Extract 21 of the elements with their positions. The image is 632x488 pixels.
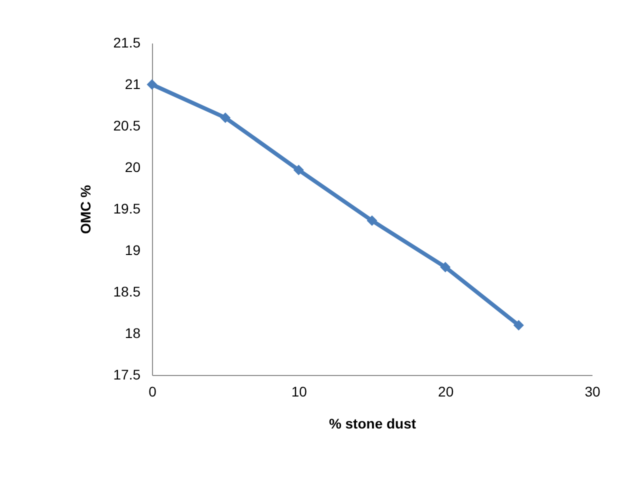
y-tick-label: 18 xyxy=(124,325,141,341)
y-axis-title: OMC % xyxy=(77,184,94,234)
point xyxy=(146,79,158,90)
y-tick-label: 19 xyxy=(124,242,141,258)
y-tick-label: 20 xyxy=(124,159,141,175)
y-tick-label: 21 xyxy=(124,76,141,92)
point xyxy=(366,215,378,226)
y-tick-label: 20.5 xyxy=(113,118,141,134)
point xyxy=(513,320,524,330)
x-tick-label: 30 xyxy=(584,384,600,400)
point xyxy=(220,112,231,123)
y-tick-label: 18.5 xyxy=(113,284,141,300)
point xyxy=(440,262,451,272)
y-tick-label: 17.5 xyxy=(113,366,141,382)
x-tick-label: 20 xyxy=(438,384,454,400)
x-axis-title: % stone dust xyxy=(328,416,416,432)
x-tick-label: 0 xyxy=(148,384,157,400)
x-tick-label: 10 xyxy=(291,384,308,400)
y-tick-label: 21.5 xyxy=(113,34,141,50)
y-tick-label: 19.5 xyxy=(113,200,141,216)
point xyxy=(293,164,304,176)
